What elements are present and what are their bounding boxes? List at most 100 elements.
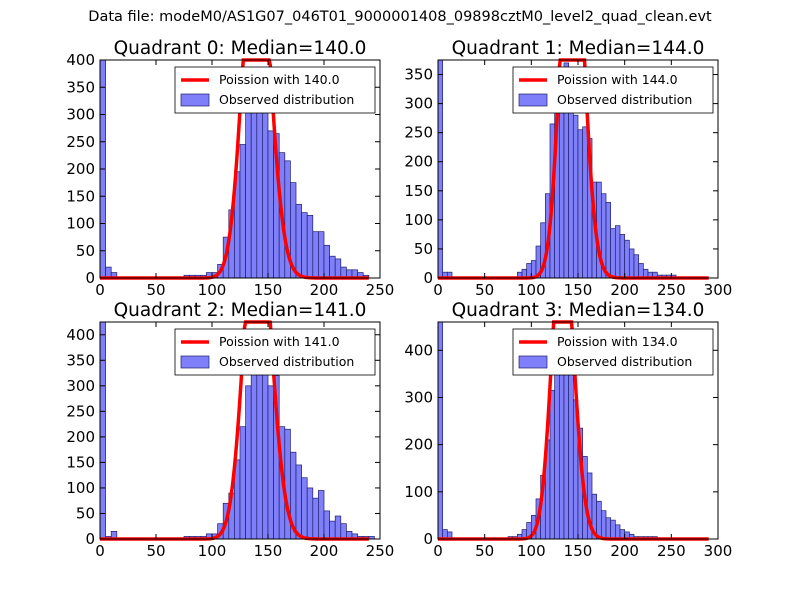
histogram-bar [239, 144, 246, 279]
y-tick-label: 200 [66, 160, 95, 178]
x-tick-label: 50 [146, 281, 165, 299]
legend: Poission with 144.0 Observed distribution [512, 66, 714, 114]
legend-bar-swatch [180, 355, 210, 369]
x-tick-label: 300 [704, 281, 733, 299]
x-tick-label: 100 [198, 281, 227, 299]
y-tick-label: 400 [66, 326, 95, 344]
legend-label-observed: Observed distribution [557, 354, 692, 369]
y-tick-label: 100 [404, 483, 433, 501]
histogram-bar [301, 477, 308, 540]
y-tick-label: 250 [66, 402, 95, 420]
y-tick-label: 100 [404, 211, 433, 229]
histogram-bar [312, 497, 319, 540]
histogram-bar [323, 510, 330, 540]
legend: Poission with 140.0 Observed distribution [174, 66, 376, 114]
legend: Poission with 141.0 Observed distribution [174, 328, 376, 376]
y-tick-label: 250 [404, 124, 433, 142]
y-tick-label: 150 [66, 187, 95, 205]
y-tick-label: 100 [66, 479, 95, 497]
histogram-bar [582, 126, 588, 279]
x-tick-label: 250 [657, 281, 686, 299]
x-tick-label: 100 [517, 281, 546, 299]
y-tick-label: 350 [404, 66, 433, 84]
histogram-bar [329, 520, 336, 540]
x-tick-label: 200 [610, 542, 639, 560]
y-tick-label: 300 [404, 95, 433, 113]
x-tick-label: 50 [146, 542, 165, 560]
histogram-bar [301, 212, 308, 279]
chart-title: Quadrant 1: Median=144.0 [452, 38, 705, 59]
y-tick-label: 300 [404, 388, 433, 406]
histogram-bar [568, 359, 574, 540]
chart-title: Quadrant 0: Median=140.0 [114, 38, 367, 59]
x-tick-label: 200 [310, 281, 339, 299]
y-tick-label: 50 [76, 504, 95, 522]
histogram-bar [605, 517, 612, 540]
histogram-bar [99, 321, 106, 540]
histogram-bar [600, 510, 607, 540]
histogram-bar [295, 464, 302, 540]
quadrant-3-chart: 0 50 100 150 200 250 300 0 100 200 300 400 Quadrant … [404, 300, 732, 560]
legend-bar-swatch [518, 355, 548, 369]
histogram-bar [312, 231, 319, 279]
legend: Poission with 134.0 Observed distribution [512, 328, 714, 376]
histogram-bar [577, 129, 584, 279]
quadrant-1-chart: 0 50 100 150 200 250 300 0 50 100 150 200 250 300 350 Q… [404, 38, 732, 299]
histogram-bar [624, 239, 630, 279]
y-tick-label: 50 [76, 242, 95, 260]
legend-bar-swatch [180, 93, 210, 107]
legend-label-poisson: Poission with 140.0 [219, 72, 340, 87]
histogram-bar [239, 426, 246, 540]
y-tick-label: 400 [66, 51, 95, 69]
x-tick-label: 150 [254, 281, 283, 299]
histogram-bar [619, 234, 626, 279]
legend-label-observed: Observed distribution [219, 92, 354, 107]
legend-label-poisson: Poission with 141.0 [219, 334, 340, 349]
histogram-bar [323, 244, 330, 279]
x-tick-label: 250 [366, 542, 395, 560]
histogram-bar [610, 519, 616, 540]
y-tick-label: 400 [404, 341, 433, 359]
x-tick-label: 50 [475, 281, 494, 299]
x-tick-label: 250 [657, 542, 686, 560]
histogram-bar [596, 500, 602, 540]
histogram-bar [306, 214, 314, 279]
y-tick-label: 350 [66, 351, 95, 369]
legend-label-observed: Observed distribution [219, 354, 354, 369]
y-tick-label: 0 [85, 269, 95, 287]
chart-title: Quadrant 2: Median=141.0 [114, 300, 367, 321]
x-tick-label: 0 [433, 281, 443, 299]
histogram-bar [605, 202, 612, 279]
y-tick-label: 100 [66, 215, 95, 233]
axes-frame [99, 321, 381, 540]
histogram-bar [306, 487, 314, 540]
y-tick-label: 0 [423, 269, 433, 287]
histogram-bar [549, 390, 556, 540]
x-tick-label: 250 [366, 281, 395, 299]
histogram-bar [340, 523, 347, 540]
y-tick-label: 0 [423, 530, 433, 548]
histogram-bar [437, 321, 444, 540]
x-tick-label: 100 [517, 542, 546, 560]
y-tick-label: 200 [66, 428, 95, 446]
y-tick-label: 300 [66, 377, 95, 395]
y-tick-label: 200 [404, 436, 433, 454]
y-tick-label: 150 [404, 182, 433, 200]
histogram-bar [250, 359, 258, 540]
histogram-bar [610, 228, 616, 279]
x-tick-label: 100 [198, 542, 227, 560]
histogram-bar [526, 263, 532, 279]
figure-title: Data file: modeM0/AS1G07_046T01_90000014… [88, 9, 712, 25]
y-tick-label: 0 [85, 530, 95, 548]
histogram-bar [614, 225, 621, 279]
quadrant-2-chart: 0 50 100 150 200 250 0 50 100 150 200 250 300 350 400 Q… [66, 300, 394, 560]
x-tick-label: 0 [95, 542, 105, 560]
x-tick-label: 150 [564, 542, 593, 560]
quadrant-0-chart: 0 50 100 150 200 250 0 50 100 150 200 250 300 350 400 Q… [66, 38, 394, 299]
histogram-bar [334, 258, 342, 279]
histogram-bar [262, 103, 269, 279]
x-tick-label: 0 [433, 542, 443, 560]
histogram-bar [628, 248, 635, 279]
histogram-bar [329, 255, 336, 279]
y-tick-label: 200 [404, 153, 433, 171]
